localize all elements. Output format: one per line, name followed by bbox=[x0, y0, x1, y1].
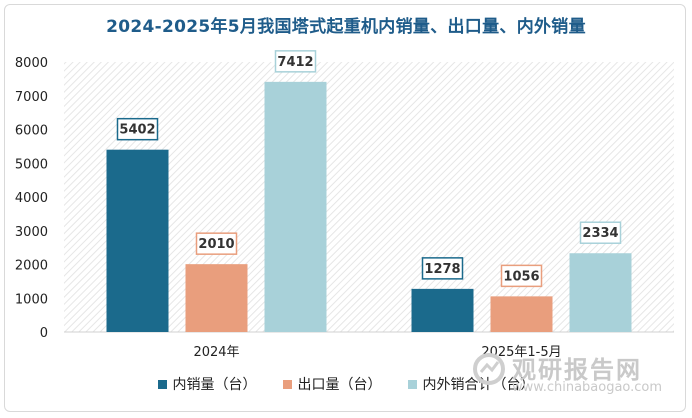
legend-item-export: 出口量（台） bbox=[282, 374, 382, 394]
y-tick-label: 7000 bbox=[15, 90, 48, 105]
data-label-box bbox=[116, 117, 159, 141]
data-label: 5402 bbox=[119, 123, 155, 138]
data-label: 1278 bbox=[424, 262, 460, 277]
legend-swatch-domestic bbox=[157, 379, 167, 389]
bar bbox=[185, 264, 248, 332]
watermark: 观研报告网 www.chinabaogao.com bbox=[472, 350, 682, 402]
bar bbox=[411, 288, 474, 332]
data-label: 1056 bbox=[503, 269, 539, 284]
data-label-box bbox=[195, 232, 238, 255]
y-tick-label: 0 bbox=[40, 326, 48, 341]
y-tick-label: 1000 bbox=[15, 292, 48, 307]
chart-legend: 内销量（台） 出口量（台） 内外销合计（台） bbox=[0, 374, 692, 394]
legend-swatch-export bbox=[282, 379, 292, 389]
bar bbox=[264, 81, 327, 332]
y-tick-label: 8000 bbox=[15, 56, 48, 71]
watermark-title: 观研报告网 bbox=[512, 356, 642, 384]
legend-swatch-total bbox=[407, 379, 417, 389]
data-label: 2334 bbox=[582, 226, 618, 241]
data-label: 2010 bbox=[198, 237, 234, 252]
legend-label-export: 出口量（台） bbox=[297, 377, 382, 393]
y-tick-label: 4000 bbox=[15, 191, 48, 206]
legend-label-domestic: 内销量（台） bbox=[172, 377, 257, 393]
bar bbox=[569, 253, 632, 332]
y-tick-label: 2000 bbox=[15, 259, 48, 274]
x-tick-label: 2024年 bbox=[193, 345, 239, 360]
y-tick-label: 3000 bbox=[15, 225, 48, 240]
watermark-logo-icon bbox=[473, 353, 505, 385]
watermark-url: www.chinabaogao.com bbox=[512, 380, 663, 395]
bar bbox=[490, 296, 553, 332]
data-label: 7412 bbox=[277, 55, 313, 70]
data-label-box bbox=[274, 50, 317, 73]
y-tick-label: 6000 bbox=[15, 124, 48, 139]
data-label-box bbox=[579, 221, 622, 244]
data-label-box bbox=[500, 264, 543, 288]
legend-item-total: 内外销合计（台） bbox=[407, 374, 535, 394]
bar bbox=[106, 149, 169, 332]
x-tick-label: 2025年1-5月 bbox=[481, 345, 561, 360]
data-label-box bbox=[421, 257, 464, 280]
chart-title: 2024-2025年5月我国塔式起重机内销量、出口量、内外销量 bbox=[106, 17, 586, 37]
y-tick-label: 5000 bbox=[15, 157, 48, 172]
legend-label-total: 内外销合计（台） bbox=[422, 377, 535, 393]
legend-item-domestic: 内销量（台） bbox=[157, 374, 257, 394]
